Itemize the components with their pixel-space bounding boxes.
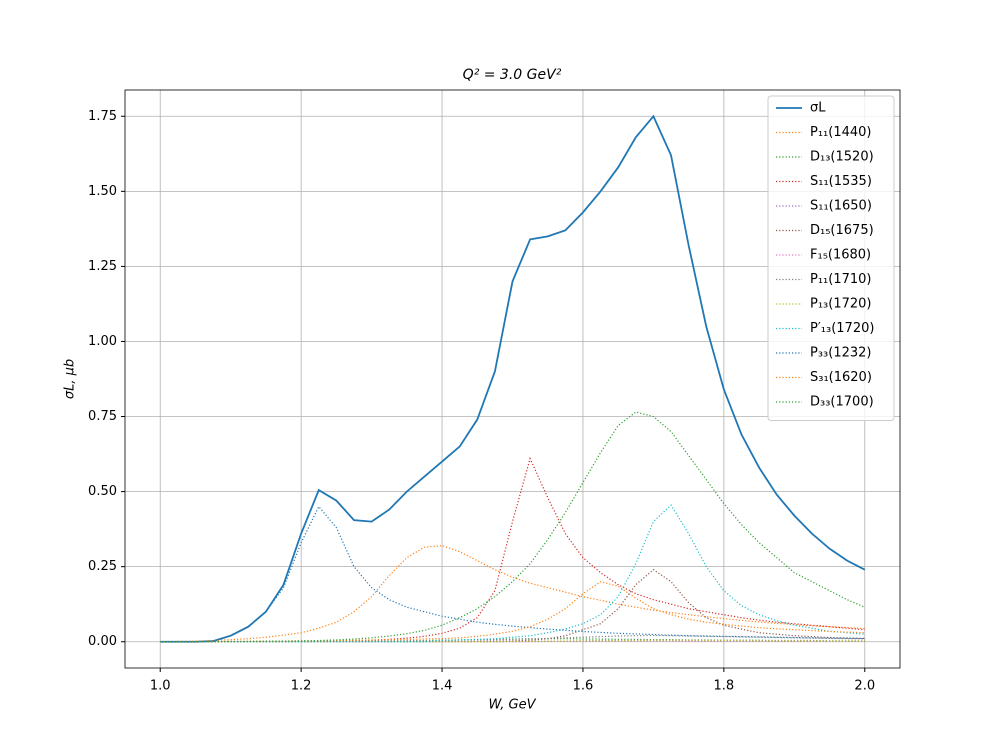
chart-title: Q² = 3.0 GeV² xyxy=(463,67,562,83)
y-tick-label: 1.50 xyxy=(88,184,117,199)
y-tick-label: 1.75 xyxy=(88,109,117,124)
x-tick-label: 1.0 xyxy=(150,679,171,694)
series-line xyxy=(160,581,865,643)
legend-label: F₁₅(1680) xyxy=(810,248,871,263)
legend-label: S₁₁(1650) xyxy=(810,199,872,214)
legend-label: S₃₁(1620) xyxy=(810,370,872,385)
series-line xyxy=(160,504,865,643)
y-tick-label: 0.75 xyxy=(88,409,117,424)
x-tick-label: 1.6 xyxy=(573,679,594,694)
series-line xyxy=(160,545,865,643)
plot-frame xyxy=(124,89,901,669)
legend-label: P₁₁(1440) xyxy=(810,125,872,140)
y-tick-label: 0.00 xyxy=(88,634,117,649)
y-axis-label: σL, μb xyxy=(63,359,78,399)
y-tick-label: 0.50 xyxy=(88,484,117,499)
legend-label: P₁₃(1720) xyxy=(810,297,872,312)
legend-box xyxy=(767,95,895,421)
y-tick-label: 0.25 xyxy=(88,559,117,574)
x-tick-label: 2.0 xyxy=(854,679,875,694)
series-line xyxy=(160,568,865,643)
legend-label: D₁₅(1675) xyxy=(810,223,874,238)
series-line xyxy=(160,114,866,643)
y-tick-label: 1.25 xyxy=(88,259,117,274)
legend-label: P₃₃(1232) xyxy=(810,346,872,361)
legend-label: D₁₃(1520) xyxy=(810,150,874,165)
legend: σL P₁₁(1440) D₁₃(1520) S₁₁(1535) S₁₁(1650) D₁… xyxy=(767,95,895,421)
legend-label: P′₁₃(1720) xyxy=(810,321,874,336)
series-line xyxy=(160,411,866,643)
x-tick-label: 1.2 xyxy=(291,679,312,694)
legend-label: S₁₁(1535) xyxy=(810,174,872,189)
legend-label: σL xyxy=(810,101,826,116)
y-tick-label: 1.00 xyxy=(88,334,117,349)
series-line xyxy=(160,639,865,643)
series-line xyxy=(160,456,865,643)
series-line xyxy=(160,634,865,643)
x-tick-label: 1.8 xyxy=(714,679,735,694)
legend-label: D₃₃(1700) xyxy=(810,395,874,410)
legend-label: P₁₁(1710) xyxy=(810,272,872,287)
x-axis-label: W, GeV xyxy=(488,698,536,713)
x-tick-label: 1.4 xyxy=(432,679,453,694)
